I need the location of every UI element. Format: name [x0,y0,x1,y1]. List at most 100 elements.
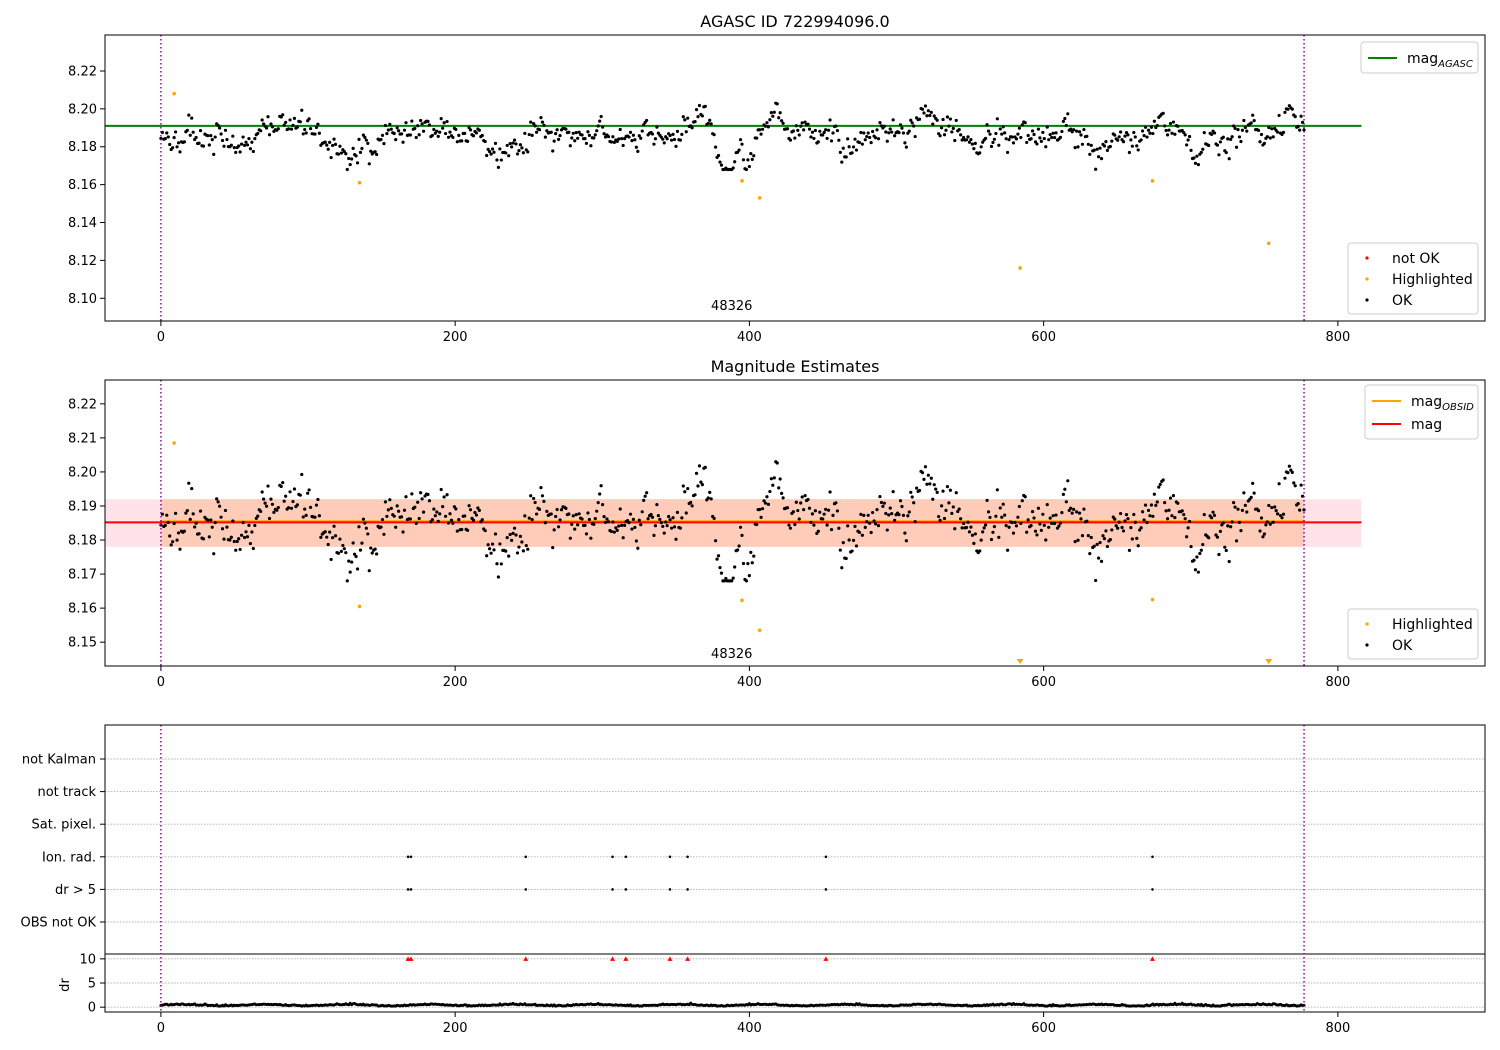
agasc-ok-point [928,113,932,118]
agasc-ok-point [602,132,606,136]
agasc-ok-point [1006,150,1010,155]
flag-row-label: not Kalman [22,753,96,768]
agasc-ok-point [1202,130,1206,135]
agasc-legend-label: Highlighted [1392,272,1473,288]
agasc-ok-point [556,137,561,141]
agasc-panel: AGASC ID 722994096.0 48326 0 200 400 600 800… [68,12,1486,345]
magnitude-ok-point [788,526,793,530]
magnitude-ok-point [708,490,712,494]
agasc-ok-point [159,136,163,141]
agasc-ok-point [813,128,817,133]
magnitude-ok-point [844,556,848,561]
agasc-ok-point [719,163,724,167]
magnitude-ok-point [1032,516,1036,520]
magnitude-ok-point [319,535,323,539]
magnitude-ok-point [680,516,684,520]
agasc-ok-point [250,140,254,144]
agasc-ok-point [1185,143,1189,147]
magnitude-ok-point [524,543,528,548]
magnitude-ok-point [1116,526,1120,530]
agasc-ok-point [957,127,961,132]
dr-clipped-marker [1150,956,1156,961]
magnitude-ok-point [1098,540,1102,545]
flag-point [409,855,413,859]
magnitude-ok-point [791,510,795,514]
flag-point [686,888,689,891]
magnitude-ok-point [1185,535,1189,539]
magnitude-ok-point [534,512,539,516]
magnitude-ok-point [542,499,546,503]
flags-xtick-label: 800 [1325,1021,1350,1036]
magnitude-ok-point [399,515,404,519]
magnitude-ok-point [1143,503,1148,507]
agasc-ok-point [1105,148,1110,152]
magnitude-ok-point [678,526,682,530]
agasc-ok-point [1249,121,1253,125]
agasc-ok-point [298,120,302,124]
magnitude-ok-point [1146,508,1151,513]
magnitude-ok-point [1132,512,1136,517]
agasc-ok-point [617,137,621,141]
magnitude-ok-point [1198,551,1202,556]
magnitude-ok-point [1148,514,1152,518]
agasc-ok-point [225,137,229,142]
magnitude-ytick-label: 8.18 [68,534,97,549]
magnitude-ok-point [964,525,969,530]
magnitude-ok-point [266,484,270,488]
magnitude-ok-point [286,506,291,510]
magnitude-ok-point [367,569,371,573]
magnitude-ok-point [595,509,599,513]
magnitude-ok-point [909,490,913,494]
agasc-ok-point [1086,142,1090,146]
magnitude-ok-point [332,524,336,528]
agasc-ok-point [383,123,388,128]
magnitude-ok-point [652,533,656,537]
magnitude-ok-point [426,492,430,497]
agasc-ok-point [455,140,459,144]
magnitude-ok-point [537,507,542,511]
magnitude-ok-point [906,514,910,518]
magnitude-ok-point [696,484,700,488]
agasc-ok-point [901,131,906,135]
magnitude-ok-point [1142,518,1146,522]
magnitude-ok-point [339,549,344,553]
magnitude-ok-point [508,532,512,537]
magnitude-ok-point [1003,513,1007,517]
magnitude-ok-point [1104,529,1108,533]
agasc-ok-point [338,144,342,148]
magnitude-ok-point [746,562,750,566]
magnitude-ok-point [1080,534,1085,538]
magnitude-ok-point [1114,524,1118,528]
agasc-ok-point [951,126,955,130]
magnitude-ok-point [298,493,302,497]
agasc-ok-point [438,130,442,134]
agasc-ok-point [237,144,241,148]
agasc-ok-point [970,142,974,146]
magnitude-ok-point [539,486,543,490]
magnitude-ok-point [812,523,816,527]
magnitude-ok-point [366,532,370,536]
agasc-ok-point [680,132,684,137]
magnitude-ok-point [457,517,461,522]
magnitude-ok-point [351,541,355,545]
magnitude-ok-point [1199,548,1203,552]
agasc-ok-point [1232,124,1236,128]
magnitude-legend-marker [1365,643,1369,647]
magnitude-ok-point [529,494,533,498]
agasc-ok-point [1268,136,1272,140]
agasc-ok-point [1133,135,1137,139]
agasc-ok-point [499,158,503,162]
magnitude-ok-point [1064,500,1068,504]
magnitude-ok-point [1145,520,1149,525]
magnitude-ok-point [1079,517,1083,521]
agasc-ok-point [912,124,916,128]
agasc-ok-point [330,143,335,148]
magnitude-ytick-label: 8.15 [68,636,97,651]
agasc-highlighted-point [757,196,762,200]
agasc-ok-point [1145,135,1149,139]
magnitude-ok-point [642,498,646,503]
magnitude-ok-point [884,511,888,516]
magnitude-highlighted-point [757,628,762,633]
magnitude-ok-point [559,508,564,512]
magnitude-ok-point [1236,507,1240,511]
